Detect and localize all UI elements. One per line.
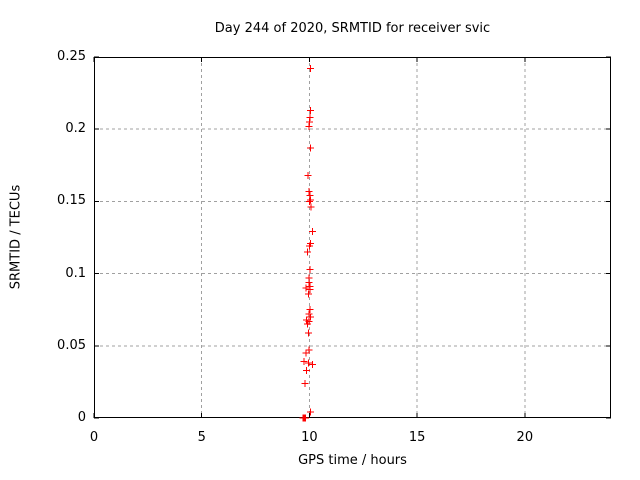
data-point-marker [306, 239, 314, 247]
x-tick-label: 0 [89, 430, 99, 445]
data-point-marker [305, 310, 313, 318]
data-point-marker [305, 346, 313, 354]
data-point-marker [309, 228, 317, 236]
data-point-marker [300, 358, 308, 366]
data-point-marker [306, 106, 314, 114]
chart-title: Day 244 of 2020, SRMTID for receiver svi… [214, 21, 491, 36]
y-tick-label: 0.25 [57, 49, 86, 64]
x-tick-label: 20 [516, 430, 534, 445]
data-point-marker [305, 242, 313, 250]
data-point-marker [306, 306, 314, 314]
x-tick-label: 10 [301, 430, 318, 445]
data-point-marker [307, 408, 315, 416]
x-tick-label: 5 [197, 430, 206, 445]
data-point-marker [301, 379, 309, 387]
y-tick-label: 0.2 [65, 121, 86, 137]
data-point-marker [307, 203, 315, 211]
data-point-marker [305, 197, 313, 205]
data-point-marker [305, 278, 313, 286]
y-tick-label: 0.15 [57, 193, 86, 209]
data-point-marker [304, 171, 312, 179]
data-point-marker [304, 329, 312, 337]
plot-area [93, 56, 611, 422]
x-axis-label: GPS time / hours [298, 453, 407, 468]
data-point-marker [306, 144, 314, 152]
data-point-marker [303, 366, 311, 374]
y-tick-label: 0.1 [65, 265, 86, 281]
data-point-marker [302, 414, 310, 422]
data-point-marker [302, 349, 310, 357]
data-point-marker [307, 313, 315, 321]
y-tick-label: 0.05 [57, 337, 86, 353]
data-point-marker [306, 265, 314, 273]
data-point-marker [309, 361, 317, 369]
data-point-marker [305, 122, 313, 130]
data-point-marker [302, 284, 310, 292]
data-point-marker [306, 65, 314, 73]
y-tick-label: 0 [77, 410, 86, 425]
data-point-marker [304, 320, 312, 328]
data-point-marker [304, 359, 312, 367]
data-point-marker [306, 285, 314, 293]
data-point-marker [304, 290, 312, 298]
data-point-marker [303, 248, 311, 256]
x-tick-label: 15 [408, 430, 426, 445]
data-point-marker [306, 196, 314, 204]
plot-border [94, 57, 611, 418]
scatter-plot-canvas [93, 56, 611, 422]
data-point-marker [305, 118, 313, 126]
data-point-marker [305, 317, 313, 325]
data-point-marker [305, 187, 313, 195]
